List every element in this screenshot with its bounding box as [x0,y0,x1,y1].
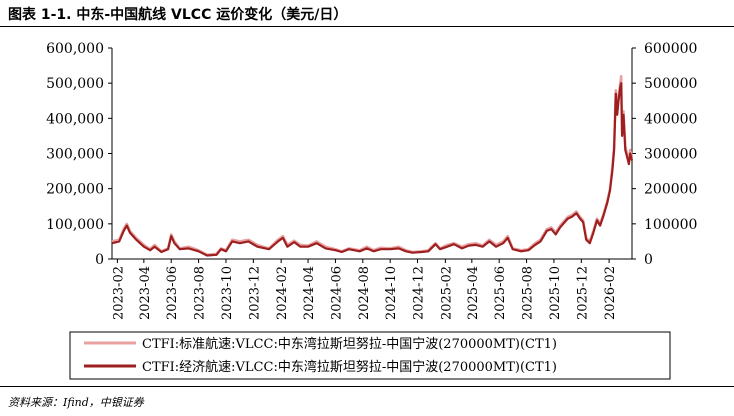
y-axis-left: 0 100,000 200,000 300,000 400,000 500,000 600,… [46,41,112,268]
x-tick-label: 2025-04 [466,266,481,320]
x-tick-label: 2025-08 [521,266,536,320]
chart-title: 图表 1-1. 中东-中国航线 VLCC 运价变化（美元/日） [8,7,348,23]
legend-label-1: CTFI:标准航速:VLCC:中东湾拉斯坦努拉-中国宁波(270000MT)(C… [142,336,557,352]
y-axis-right: 0 100000 200000 300000 400000 500000 600000 [632,41,697,268]
x-tick-label: 2025-06 [493,266,508,320]
x-tick-label: 2024-04 [302,266,317,320]
source-note: 资料来源：Ifind，中银证券 [8,396,144,409]
series-layer [111,74,634,257]
x-tick-label: 2024-08 [357,266,372,320]
y-right-tick-label: 100000 [644,217,697,233]
y-right-tick-label: 0 [644,252,653,268]
series-line-1 [111,74,634,257]
series-line-2 [111,82,634,257]
x-tick-label: 2025-02 [439,266,454,320]
y-left-tick-label: 600,000 [46,41,104,57]
y-right-tick-label: 500000 [644,76,697,92]
x-tick-label: 2024-12 [412,266,427,320]
x-tick-label: 2023-04 [138,266,153,320]
x-tick-label: 2024-02 [275,266,290,320]
line-chart: 0 100,000 200,000 300,000 400,000 500,000 600,… [46,41,697,380]
legend-box [69,331,671,380]
x-tick-label: 2026-02 [603,266,618,320]
source-divider [0,386,734,387]
y-left-tick-label: 0 [95,252,104,268]
x-axis: 2023-02 2023-04 2023-06 2023-08 2023-10 2023-… [111,259,618,320]
y-right-tick-label: 300000 [644,147,697,163]
x-tick-label: 2023-08 [193,266,208,320]
y-right-tick-label: 400000 [644,111,697,127]
y-left-tick-label: 400,000 [46,111,104,127]
y-right-tick-label: 600000 [644,41,697,57]
x-tick-label: 2023-10 [220,266,235,320]
x-tick-label: 2025-10 [548,266,563,320]
x-tick-label: 2024-06 [329,266,344,320]
y-right-tick-label: 200000 [644,182,697,198]
x-tick-label: 2025-12 [575,266,590,320]
x-tick-label: 2024-10 [384,266,399,320]
y-left-tick-label: 200,000 [46,182,104,198]
y-left-tick-label: 300,000 [46,147,104,163]
y-left-tick-label: 500,000 [46,76,104,92]
plot-frame [111,48,633,260]
title-divider [0,26,734,27]
x-tick-label: 2023-02 [111,266,126,320]
legend: CTFI:标准航速:VLCC:中东湾拉斯坦努拉-中国宁波(270000MT)(C… [69,331,671,380]
legend-label-2: CTFI:经济航速:VLCC:中东湾拉斯坦努拉-中国宁波(270000MT)(C… [142,359,557,375]
y-left-tick-label: 100,000 [46,217,104,233]
x-tick-label: 2023-06 [165,266,180,320]
x-tick-label: 2023-12 [247,266,262,320]
